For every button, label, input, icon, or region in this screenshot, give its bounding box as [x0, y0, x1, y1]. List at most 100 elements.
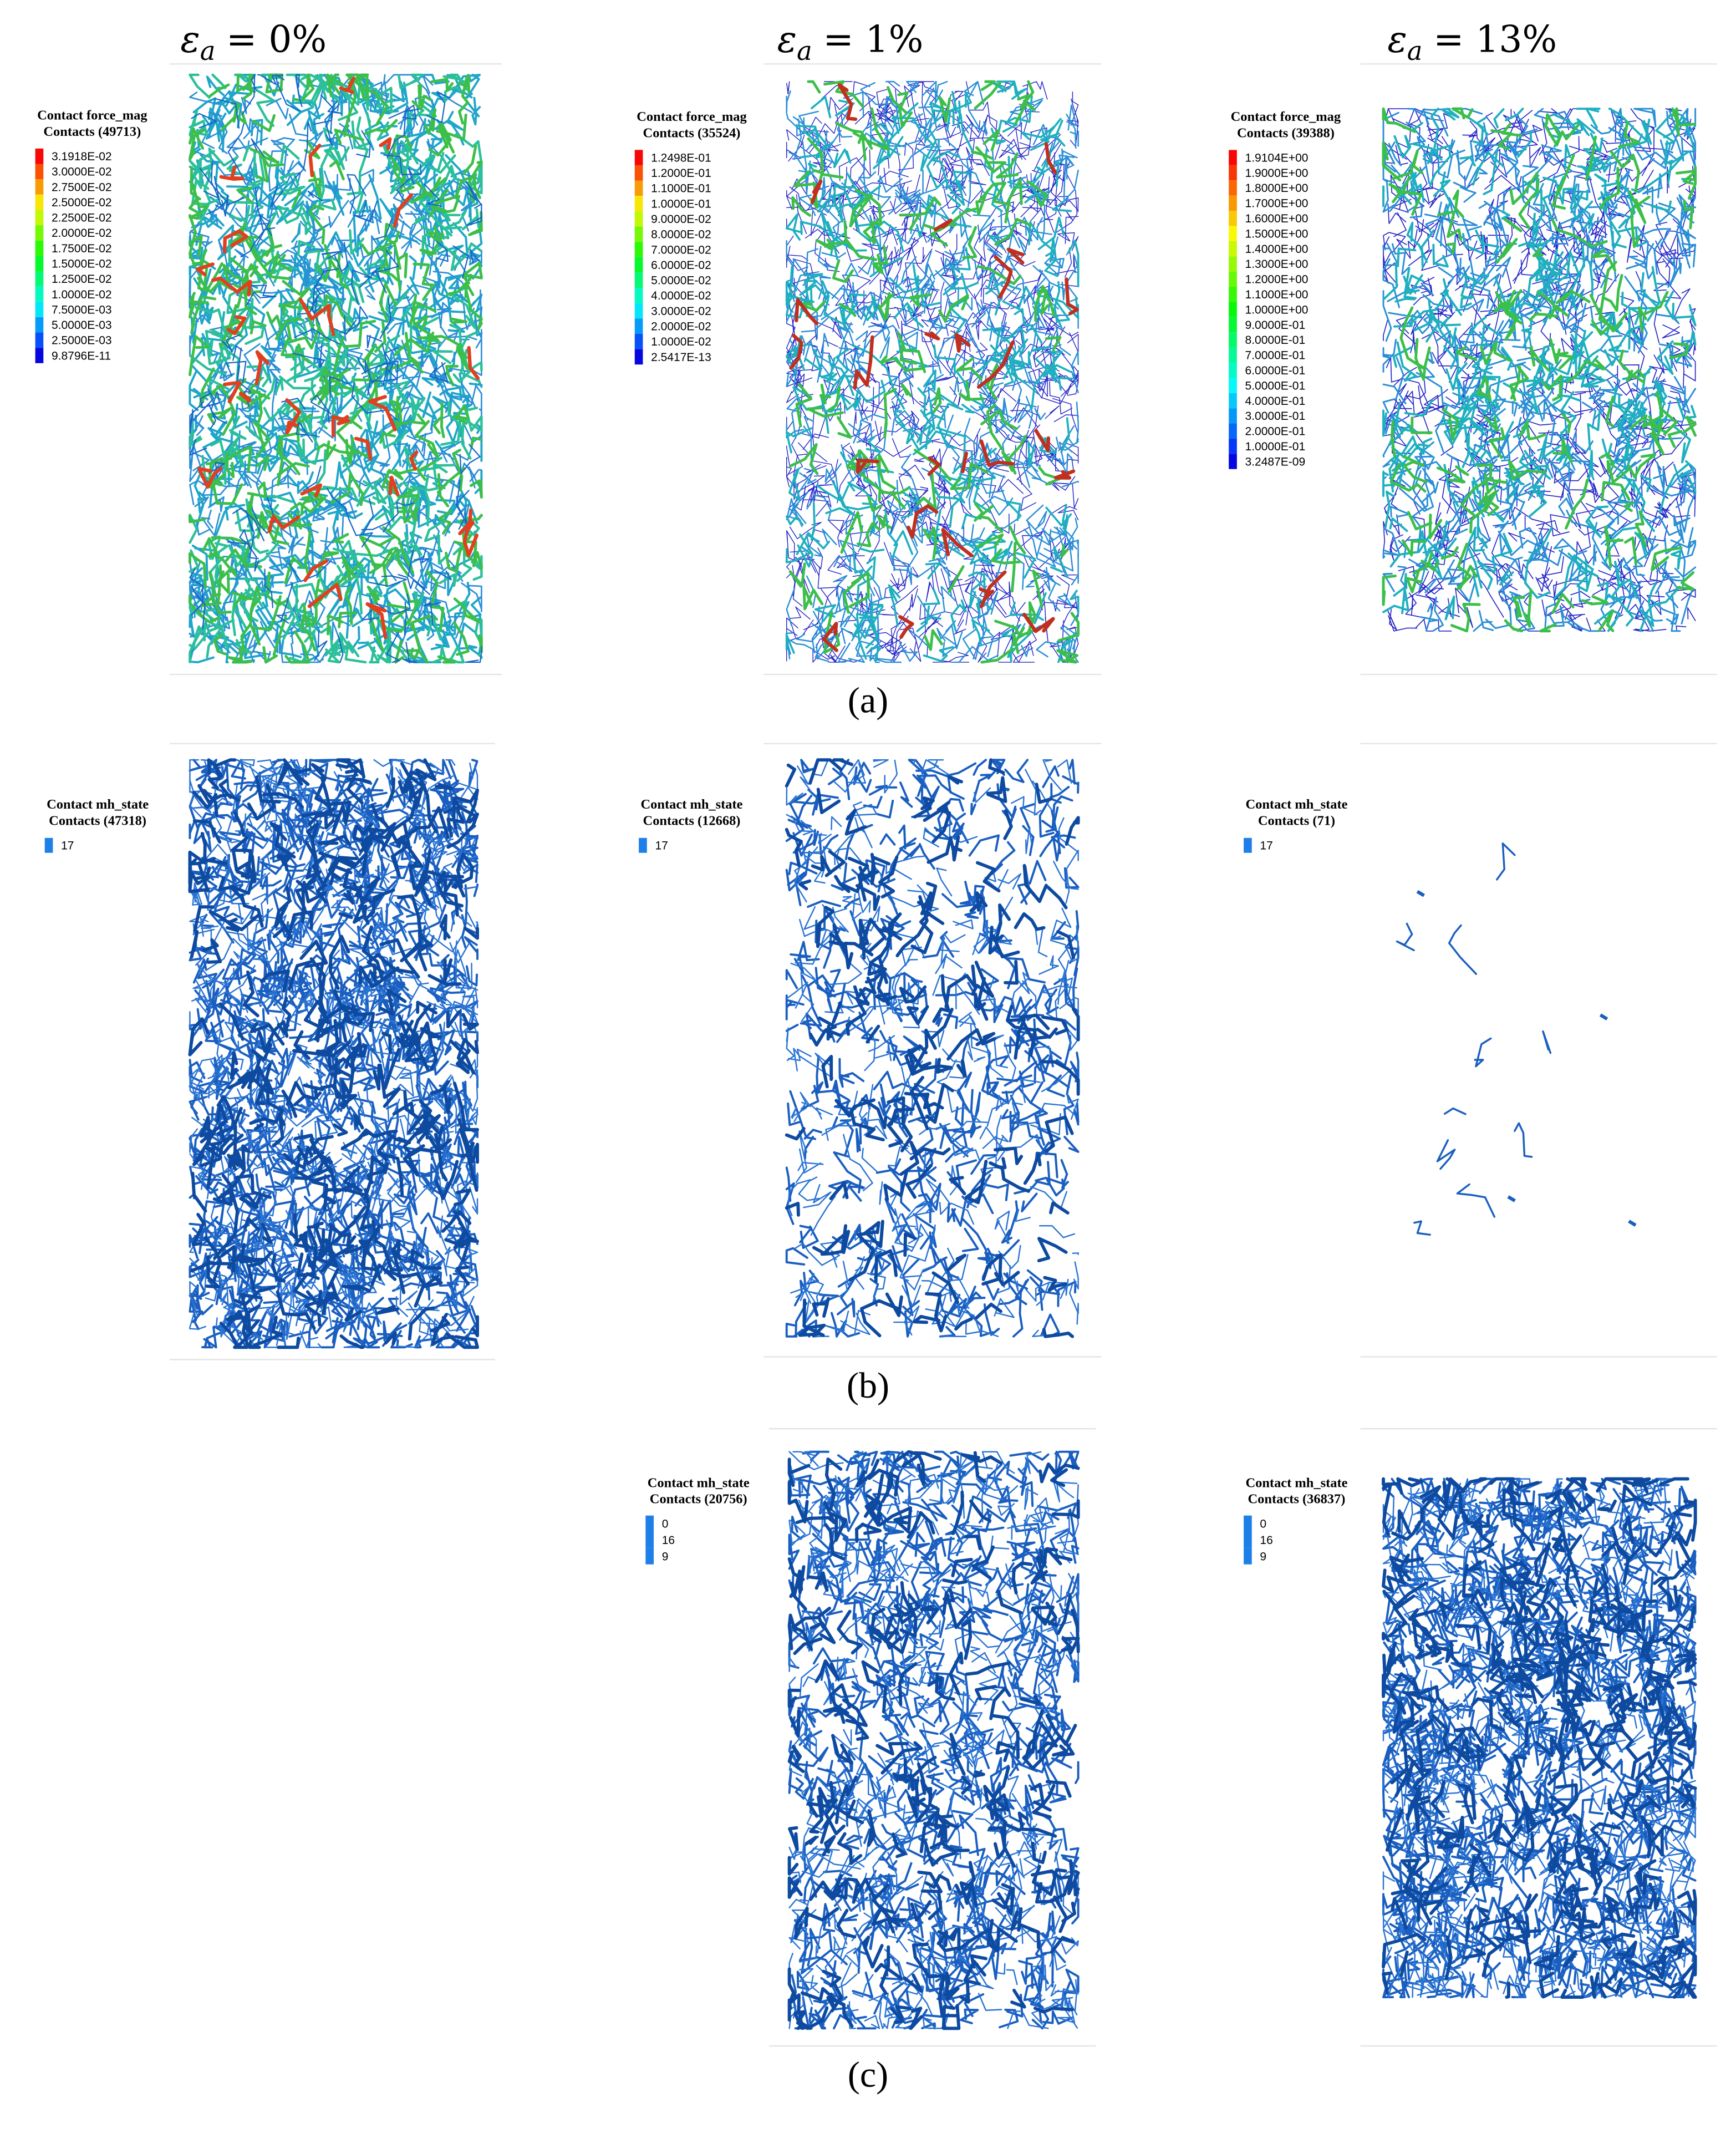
legend-item: 1.2500E-02 — [52, 273, 112, 286]
legend-item: 1.0000E+00 — [1245, 303, 1309, 316]
column-header: εa = 13% — [1387, 18, 1557, 66]
contact-chain — [1396, 842, 1552, 1236]
legend-swatch — [634, 165, 643, 181]
legend-item: 1.9104E+00 — [1245, 151, 1309, 164]
contact-chain — [189, 73, 483, 664]
legend-item: 1.5000E+00 — [1245, 227, 1309, 240]
legend-swatch — [1229, 438, 1237, 454]
legend-item: 3.1918E-02 — [52, 150, 112, 163]
legend-item: 4.0000E-02 — [651, 290, 711, 302]
legend-item: 1.5000E-02 — [52, 257, 112, 270]
legend-swatch — [35, 210, 44, 226]
legend-item: 6.0000E-02 — [651, 259, 711, 272]
contact — [1628, 1220, 1637, 1227]
contact-network — [787, 1450, 1080, 2030]
column-header: εa = 1% — [777, 18, 924, 66]
subscript: a — [797, 36, 812, 66]
contact-chain — [785, 758, 1080, 1338]
legend-swatch — [35, 332, 44, 348]
legend-swatch — [634, 196, 643, 211]
legend-swatch — [634, 257, 643, 273]
legend-swatch — [634, 349, 643, 365]
contact-chain — [1382, 1477, 1697, 1999]
legend-swatch — [645, 1515, 654, 1532]
legend-item: 9 — [662, 1550, 669, 1563]
legend-swatch — [1229, 226, 1237, 241]
legend-item: 3.0000E-01 — [1245, 410, 1306, 423]
legend-item: 1.3000E+00 — [1245, 258, 1309, 271]
legend-swatch — [1229, 408, 1237, 424]
legend-item: 4.0000E-01 — [1245, 395, 1306, 408]
legend-swatch — [35, 225, 44, 241]
legend-item: 2.0000E-01 — [1245, 425, 1306, 438]
contact-chain — [196, 77, 480, 639]
legend-item: 8.0000E-01 — [1245, 334, 1306, 347]
legend-swatch — [35, 286, 44, 302]
legend-swatch — [634, 150, 643, 165]
legend-count: Contacts (47318) — [49, 814, 146, 829]
legend-item: 1.1000E-01 — [651, 182, 711, 195]
subscript: a — [1407, 36, 1423, 66]
legend-swatch — [1229, 211, 1237, 226]
legend-swatch — [1229, 393, 1237, 409]
legend-swatch — [1229, 423, 1237, 439]
legend-swatch — [35, 302, 44, 317]
legend-swatch — [1229, 317, 1237, 333]
contact-network — [785, 758, 1080, 1338]
legend-count: Contacts (36837) — [1248, 1492, 1346, 1507]
legend-swatch — [1244, 837, 1252, 853]
legend-title: Contact force_mag — [37, 108, 147, 123]
legend-swatch — [35, 271, 44, 287]
legend-item: 1.2000E-01 — [651, 167, 711, 180]
legend-item: 3.0000E-02 — [52, 166, 112, 179]
legend-item: 1.9000E+00 — [1245, 167, 1309, 180]
legend-count: Contacts (35524) — [643, 125, 741, 140]
legend-title: Contact mh_state — [648, 1475, 750, 1490]
equation: = 0% — [226, 18, 327, 60]
legend-item: 2.5000E-03 — [52, 334, 112, 347]
legend-item: 16 — [662, 1534, 675, 1547]
legend-item: 2.2500E-02 — [52, 212, 112, 225]
legend-title: Contact mh_state — [1245, 1475, 1347, 1490]
symbol: ε — [180, 18, 200, 60]
legend-count: Contacts (71) — [1258, 814, 1335, 829]
legend-swatch — [35, 148, 44, 164]
symbol: ε — [1387, 18, 1407, 60]
legend-item: 16 — [1260, 1534, 1272, 1547]
legend-item: 2.7500E-02 — [52, 181, 112, 194]
contact-network — [1396, 842, 1552, 1236]
legend-swatch — [634, 318, 643, 334]
legend-item: 2.0000E-02 — [651, 321, 711, 333]
legend-count: Contacts (20756) — [650, 1492, 747, 1507]
legend-item: 17 — [1260, 840, 1272, 852]
contact-network — [189, 73, 483, 664]
legend-swatch — [35, 240, 44, 256]
legend-swatch — [35, 256, 44, 271]
legend-item: 1.6000E+00 — [1245, 212, 1309, 225]
contact-chain — [1382, 107, 1697, 633]
legend-item: 2.5417E-13 — [651, 351, 711, 364]
legend-item: 17 — [655, 840, 668, 852]
legend-title: Contact force_mag — [1231, 109, 1341, 124]
panel-label: (c) — [848, 2054, 888, 2095]
legend-swatch — [634, 288, 643, 303]
legend-title: Contact mh_state — [47, 797, 149, 812]
legend-item: 1.7000E+00 — [1245, 197, 1309, 210]
legend-swatch — [634, 303, 643, 319]
legend-swatch — [1244, 1532, 1252, 1548]
contact — [1416, 890, 1425, 897]
legend-swatch — [1229, 195, 1237, 211]
contact-chain — [787, 1450, 1080, 2030]
legend-swatch — [639, 837, 647, 853]
legend-item: 6.0000E-01 — [1245, 364, 1306, 377]
panel-label: (a) — [848, 680, 888, 721]
legend-swatch — [1244, 1548, 1252, 1565]
legend-count: Contacts (39388) — [1237, 125, 1335, 140]
legend-item: 0 — [662, 1518, 669, 1531]
symbol: ε — [777, 18, 797, 60]
legend-swatch — [645, 1548, 654, 1565]
equation: = 1% — [823, 18, 923, 60]
legend-item: 9.8796E-11 — [52, 349, 111, 362]
